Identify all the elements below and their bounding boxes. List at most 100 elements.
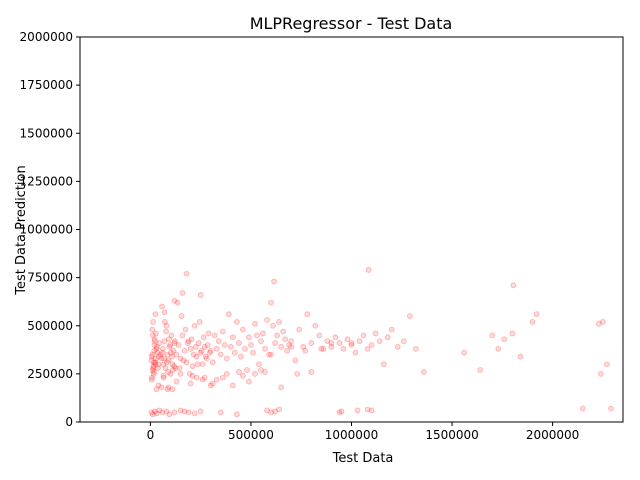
data-point [159,303,165,310]
data-point [182,326,189,333]
data-point [186,370,193,377]
data-point [217,351,224,358]
data-point [163,322,170,329]
data-point [264,317,270,323]
data-point [250,349,256,356]
y-tick-label: 2000000 [20,30,73,44]
data-point [332,334,339,341]
data-point [292,357,299,364]
data-point [302,347,309,354]
data-point [237,353,244,360]
x-axis-ticks: 0 500000 1000000 1500000 2000000 [147,422,579,442]
data-point [171,409,178,416]
data-point [235,369,242,375]
data-point [510,282,517,289]
data-point [164,351,171,358]
data-point [308,340,315,346]
data-point [205,330,212,337]
data-point [248,342,254,348]
data-point [260,330,266,337]
data-point [604,361,610,368]
data-point [165,357,172,364]
data-point [223,370,230,377]
data-point [163,328,169,335]
y-tick-label: 1000000 [20,223,73,237]
data-point [160,361,167,368]
data-point [229,382,236,389]
data-point [199,376,206,383]
data-point [181,408,188,415]
data-point [153,410,160,417]
data-point [270,322,276,329]
data-point [276,406,283,413]
data-point [195,340,202,346]
data-point [288,344,295,350]
data-point [239,326,246,333]
data-point [171,363,178,370]
data-point [199,361,206,368]
data-point [380,361,387,368]
data-point [153,386,160,393]
data-point [171,297,178,304]
data-point [364,345,371,352]
data-point [348,340,355,346]
data-point [151,336,158,343]
data-point [151,408,158,415]
y-axis-ticks: 0 250000 500000 750000 1000000 1250000 1500000… [20,30,80,429]
data-point [155,361,162,368]
data-point [172,338,178,345]
data-point [360,332,367,339]
data-point [159,409,166,416]
data-point [264,407,270,414]
data-point [219,374,226,381]
data-point [239,372,246,379]
data-point [336,340,343,346]
data-point [324,338,331,345]
data-point [189,363,196,370]
data-point [284,347,291,354]
data-point [156,407,163,414]
data-point [163,359,170,366]
data-point [278,384,285,391]
data-point [328,344,335,350]
data-point [188,336,195,343]
data-point [206,349,213,356]
data-point [183,359,190,366]
data-point [368,342,375,348]
data-point [352,349,359,356]
data-point [152,330,159,337]
data-point [161,355,167,362]
data-point [278,344,285,350]
data-point [529,318,536,325]
data-point [406,313,413,320]
y-tick-label: 1250000 [20,174,73,188]
data-point [189,372,196,379]
data-point [272,340,278,346]
data-point [336,409,343,416]
data-point [156,340,163,346]
data-point [233,411,240,418]
y-tick-label: 750000 [27,271,73,285]
data-point [158,355,165,362]
data-point [227,344,234,350]
data-point [204,342,211,348]
data-point [172,365,179,372]
data-point [174,299,181,306]
chart-title: MLPRegressor - Test Data [250,14,453,33]
data-point [254,332,260,339]
y-axis-label: Test Data Prediction [14,165,29,296]
data-point [388,326,395,333]
data-point [152,311,159,318]
data-point [157,351,164,358]
data-point [155,365,161,372]
data-point [148,353,155,360]
data-point [262,345,268,352]
data-point [165,336,172,343]
data-point [209,359,216,366]
data-point [217,409,224,416]
data-point [148,409,155,416]
data-point [150,318,156,325]
data-point [177,355,184,362]
data-point [258,367,264,373]
